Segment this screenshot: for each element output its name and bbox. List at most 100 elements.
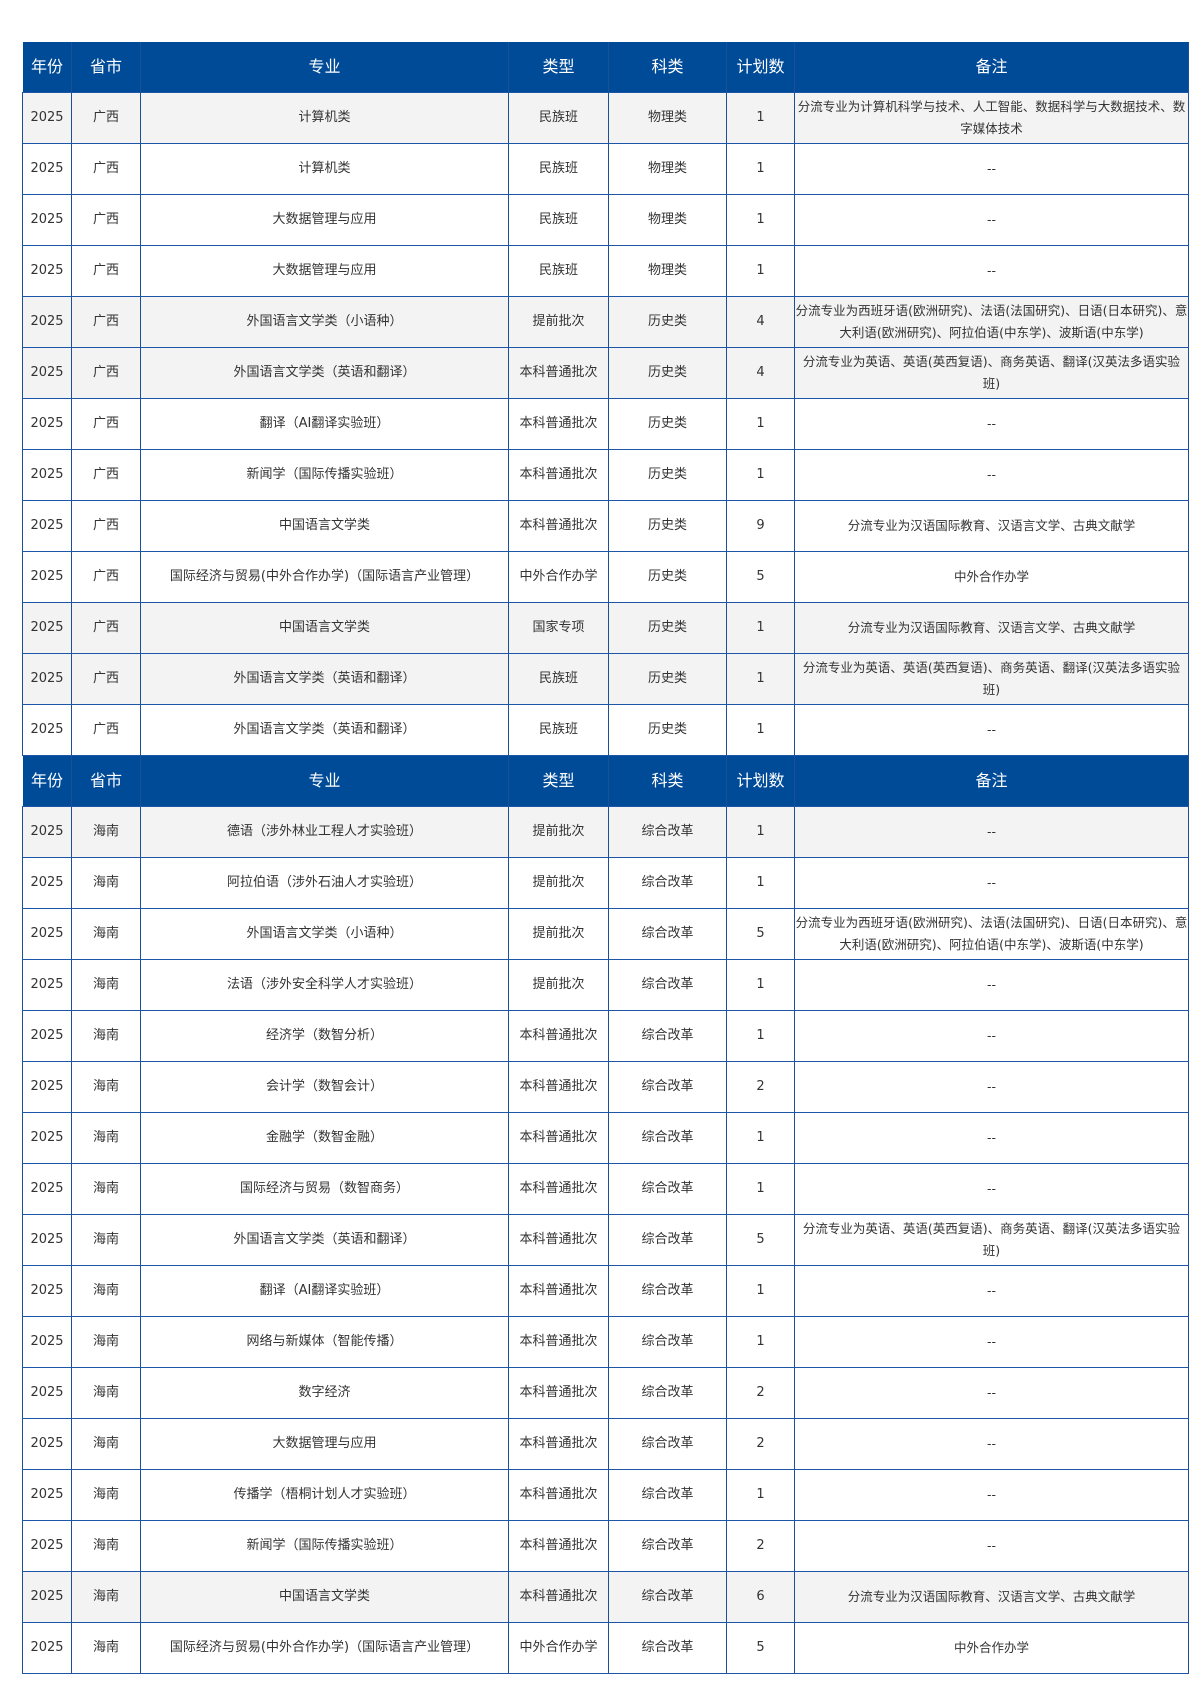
note-cell: -- [794,959,1189,1011]
type-cell: 本科普通批次 [508,1061,609,1113]
type-cell: 本科普通批次 [508,1163,609,1215]
table-row: 2025 广西 外国语言文学类（小语种） 提前批次 历史类 4 分流专业为西班牙语(欧洲研究… [22,296,1189,348]
type-cell: 提前批次 [508,806,609,858]
table-row: 2025 广西 国际经济与贸易(中外合作办学)（国际语言产业管理） 中外合作办学 历史类… [22,551,1189,603]
category-cell: 综合改革 [608,1571,727,1623]
type-cell: 本科普通批次 [508,1316,609,1368]
province-cell: 广西 [71,92,141,144]
province-cell: 广西 [71,551,141,603]
category-cell: 物理类 [608,194,727,246]
note-cell: -- [794,1265,1189,1317]
year-cell: 2025 [22,296,72,348]
plan-count-cell: 1 [726,1469,795,1521]
category-cell: 历史类 [608,500,727,552]
table-row: 2025 广西 计算机类 民族班 物理类 1 分流专业为计算机科学与技术、人工智能、数据科学… [22,92,1189,144]
major-cell: 法语（涉外安全科学人才实验班） [140,959,509,1011]
table-row: 2025 广西 新闻学（国际传播实验班） 本科普通批次 历史类 1 -- [22,449,1189,501]
category-cell: 综合改革 [608,1214,727,1266]
year-cell: 2025 [22,1571,72,1623]
province-cell: 广西 [71,143,141,195]
note-cell: -- [794,1520,1189,1572]
category-cell: 历史类 [608,398,727,450]
type-cell: 中外合作办学 [508,551,609,603]
table-row: 2025 海南 中国语言文学类 本科普通批次 综合改革 6 分流专业为汉语国际教育、汉语言文… [22,1571,1189,1623]
note-cell: 分流专业为西班牙语(欧洲研究)、法语(法国研究)、日语(日本研究)、意大利语(欧… [794,908,1189,960]
category-cell: 综合改革 [608,959,727,1011]
type-cell: 提前批次 [508,857,609,909]
province-cell: 海南 [71,1061,141,1113]
category-cell: 综合改革 [608,1163,727,1215]
province-cell: 广西 [71,245,141,297]
major-cell: 外国语言文学类（小语种） [140,908,509,960]
plan-count-cell: 2 [726,1418,795,1470]
year-cell: 2025 [22,92,72,144]
major-cell: 网络与新媒体（智能传播） [140,1316,509,1368]
year-cell: 2025 [22,653,72,705]
type-cell: 本科普通批次 [508,1367,609,1419]
table-row: 2025 海南 大数据管理与应用 本科普通批次 综合改革 2 -- [22,1418,1189,1470]
province-cell: 海南 [71,1112,141,1164]
year-cell: 2025 [22,1214,72,1266]
type-cell: 民族班 [508,704,609,756]
table-row: 2025 海南 法语（涉外安全科学人才实验班） 提前批次 综合改革 1 -- [22,959,1189,1011]
year-cell: 2025 [22,1265,72,1317]
type-cell: 本科普通批次 [508,398,609,450]
province-cell: 海南 [71,1316,141,1368]
plan-count-cell: 1 [726,92,795,144]
plan-count-cell: 5 [726,1214,795,1266]
major-cell: 数字经济 [140,1367,509,1419]
plan-count-cell: 1 [726,1163,795,1215]
plan-count-cell: 1 [726,1316,795,1368]
table-row: 2025 海南 国际经济与贸易（数智商务） 本科普通批次 综合改革 1 -- [22,1163,1189,1215]
column-header-major: 专业 [140,755,509,807]
province-cell: 广西 [71,194,141,246]
table-row: 2025 广西 外国语言文学类（英语和翻译） 本科普通批次 历史类 4 分流专业为英语、英语… [22,347,1189,399]
column-header-plan-count: 计划数 [726,42,795,93]
table-row: 2025 海南 数字经济 本科普通批次 综合改革 2 -- [22,1367,1189,1419]
category-cell: 历史类 [608,704,727,756]
major-cell: 外国语言文学类（英语和翻译） [140,347,509,399]
table-row: 2025 广西 外国语言文学类（英语和翻译） 民族班 历史类 1 -- [22,704,1189,756]
column-header-province: 省市 [71,755,141,807]
category-cell: 综合改革 [608,908,727,960]
plan-count-cell: 2 [726,1520,795,1572]
note-cell: 中外合作办学 [794,551,1189,603]
table-row: 2025 海南 会计学（数智会计） 本科普通批次 综合改革 2 -- [22,1061,1189,1113]
plan-count-cell: 1 [726,1265,795,1317]
year-cell: 2025 [22,602,72,654]
note-cell: -- [794,398,1189,450]
column-header-type: 类型 [508,755,609,807]
category-cell: 综合改革 [608,1010,727,1062]
province-cell: 海南 [71,1010,141,1062]
province-cell: 广西 [71,653,141,705]
note-cell: -- [794,449,1189,501]
plan-count-cell: 2 [726,1061,795,1113]
note-cell: -- [794,143,1189,195]
note-cell: 分流专业为汉语国际教育、汉语言文学、古典文献学 [794,602,1189,654]
category-cell: 综合改革 [608,1469,727,1521]
column-header-province: 省市 [71,42,141,93]
year-cell: 2025 [22,1367,72,1419]
plan-count-cell: 4 [726,347,795,399]
province-cell: 海南 [71,1520,141,1572]
type-cell: 本科普通批次 [508,1214,609,1266]
year-cell: 2025 [22,245,72,297]
province-cell: 海南 [71,908,141,960]
plan-count-cell: 5 [726,1622,795,1674]
major-cell: 国际经济与贸易(中外合作办学)（国际语言产业管理） [140,551,509,603]
note-cell: -- [794,1010,1189,1062]
table-row: 2025 海南 德语（涉外林业工程人才实验班） 提前批次 综合改革 1 -- [22,806,1189,858]
table-row: 2025 海南 外国语言文学类（小语种） 提前批次 综合改革 5 分流专业为西班牙语(欧洲研… [22,908,1189,960]
province-cell: 海南 [71,1469,141,1521]
plan-count-cell: 1 [726,449,795,501]
table-row: 2025 广西 计算机类 民族班 物理类 1 -- [22,143,1189,195]
type-cell: 本科普通批次 [508,1418,609,1470]
note-cell: -- [794,1163,1189,1215]
major-cell: 大数据管理与应用 [140,194,509,246]
type-cell: 民族班 [508,143,609,195]
year-cell: 2025 [22,1010,72,1062]
note-cell: -- [794,245,1189,297]
note-cell: 分流专业为英语、英语(英西复语)、商务英语、翻译(汉英法多语实验班) [794,347,1189,399]
table-row: 2025 海南 外国语言文学类（英语和翻译） 本科普通批次 综合改革 5 分流专业为英语、英… [22,1214,1189,1266]
major-cell: 经济学（数智分析） [140,1010,509,1062]
